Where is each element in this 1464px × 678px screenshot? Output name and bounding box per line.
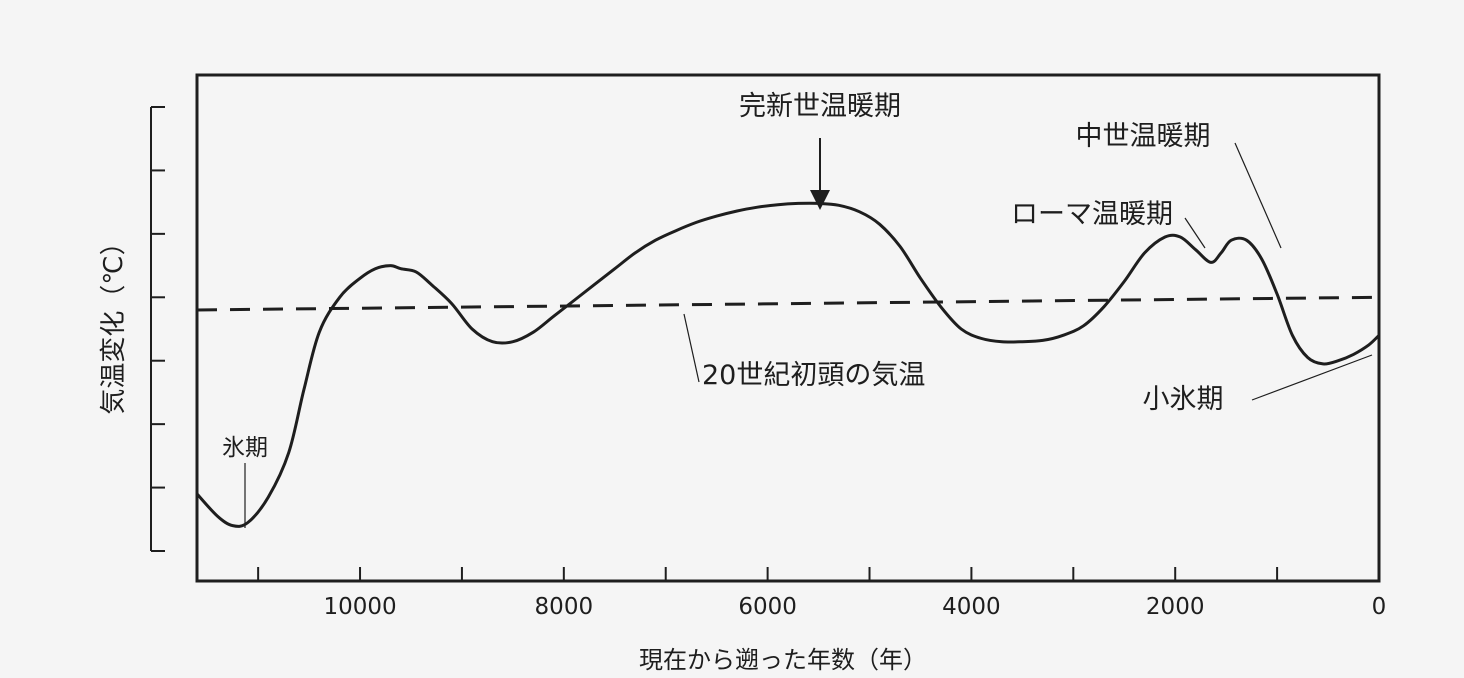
roman-leader	[1184, 217, 1206, 249]
little-ice-age-label: 小氷期	[1143, 384, 1224, 415]
annotations: 氷期 完新世温暖期 中世温暖期 ローマ温暖期 20世紀初頭の気温 小氷期	[222, 91, 1373, 528]
holocene-arrow-head	[810, 190, 830, 210]
x-axis-label: 現在から遡った年数（年）	[639, 646, 927, 674]
medieval-label: 中世温暖期	[1076, 121, 1211, 152]
x-tick-label-4000: 4000	[942, 594, 1001, 620]
x-tick-label-8000: 8000	[535, 594, 594, 620]
x-tick-label-6000: 6000	[738, 594, 797, 620]
medieval-leader	[1234, 142, 1282, 249]
holocene-label: 完新世温暖期	[739, 91, 901, 122]
little-ice-age-leader	[1251, 354, 1373, 401]
x-tick-label-2000: 2000	[1146, 594, 1205, 620]
y-axis-label: 気温変化（℃）	[99, 229, 129, 414]
y-axis	[150, 106, 165, 552]
early20c-leader	[683, 313, 700, 383]
x-axis: 10000 8000 6000 4000 2000 0	[257, 567, 1387, 620]
plot-frame	[195, 73, 1381, 583]
series-line-early20c-baseline	[196, 295, 1380, 312]
x-tick-label-0: 0	[1372, 594, 1387, 620]
series-line-temperature	[195, 201, 1381, 528]
ice-age-label: 氷期	[222, 435, 268, 461]
early20c-label: 20世紀初頭の気温	[702, 360, 925, 391]
series-layer	[195, 201, 1381, 528]
x-tick-label-10000: 10000	[323, 594, 396, 620]
roman-label: ローマ温暖期	[1011, 199, 1173, 230]
